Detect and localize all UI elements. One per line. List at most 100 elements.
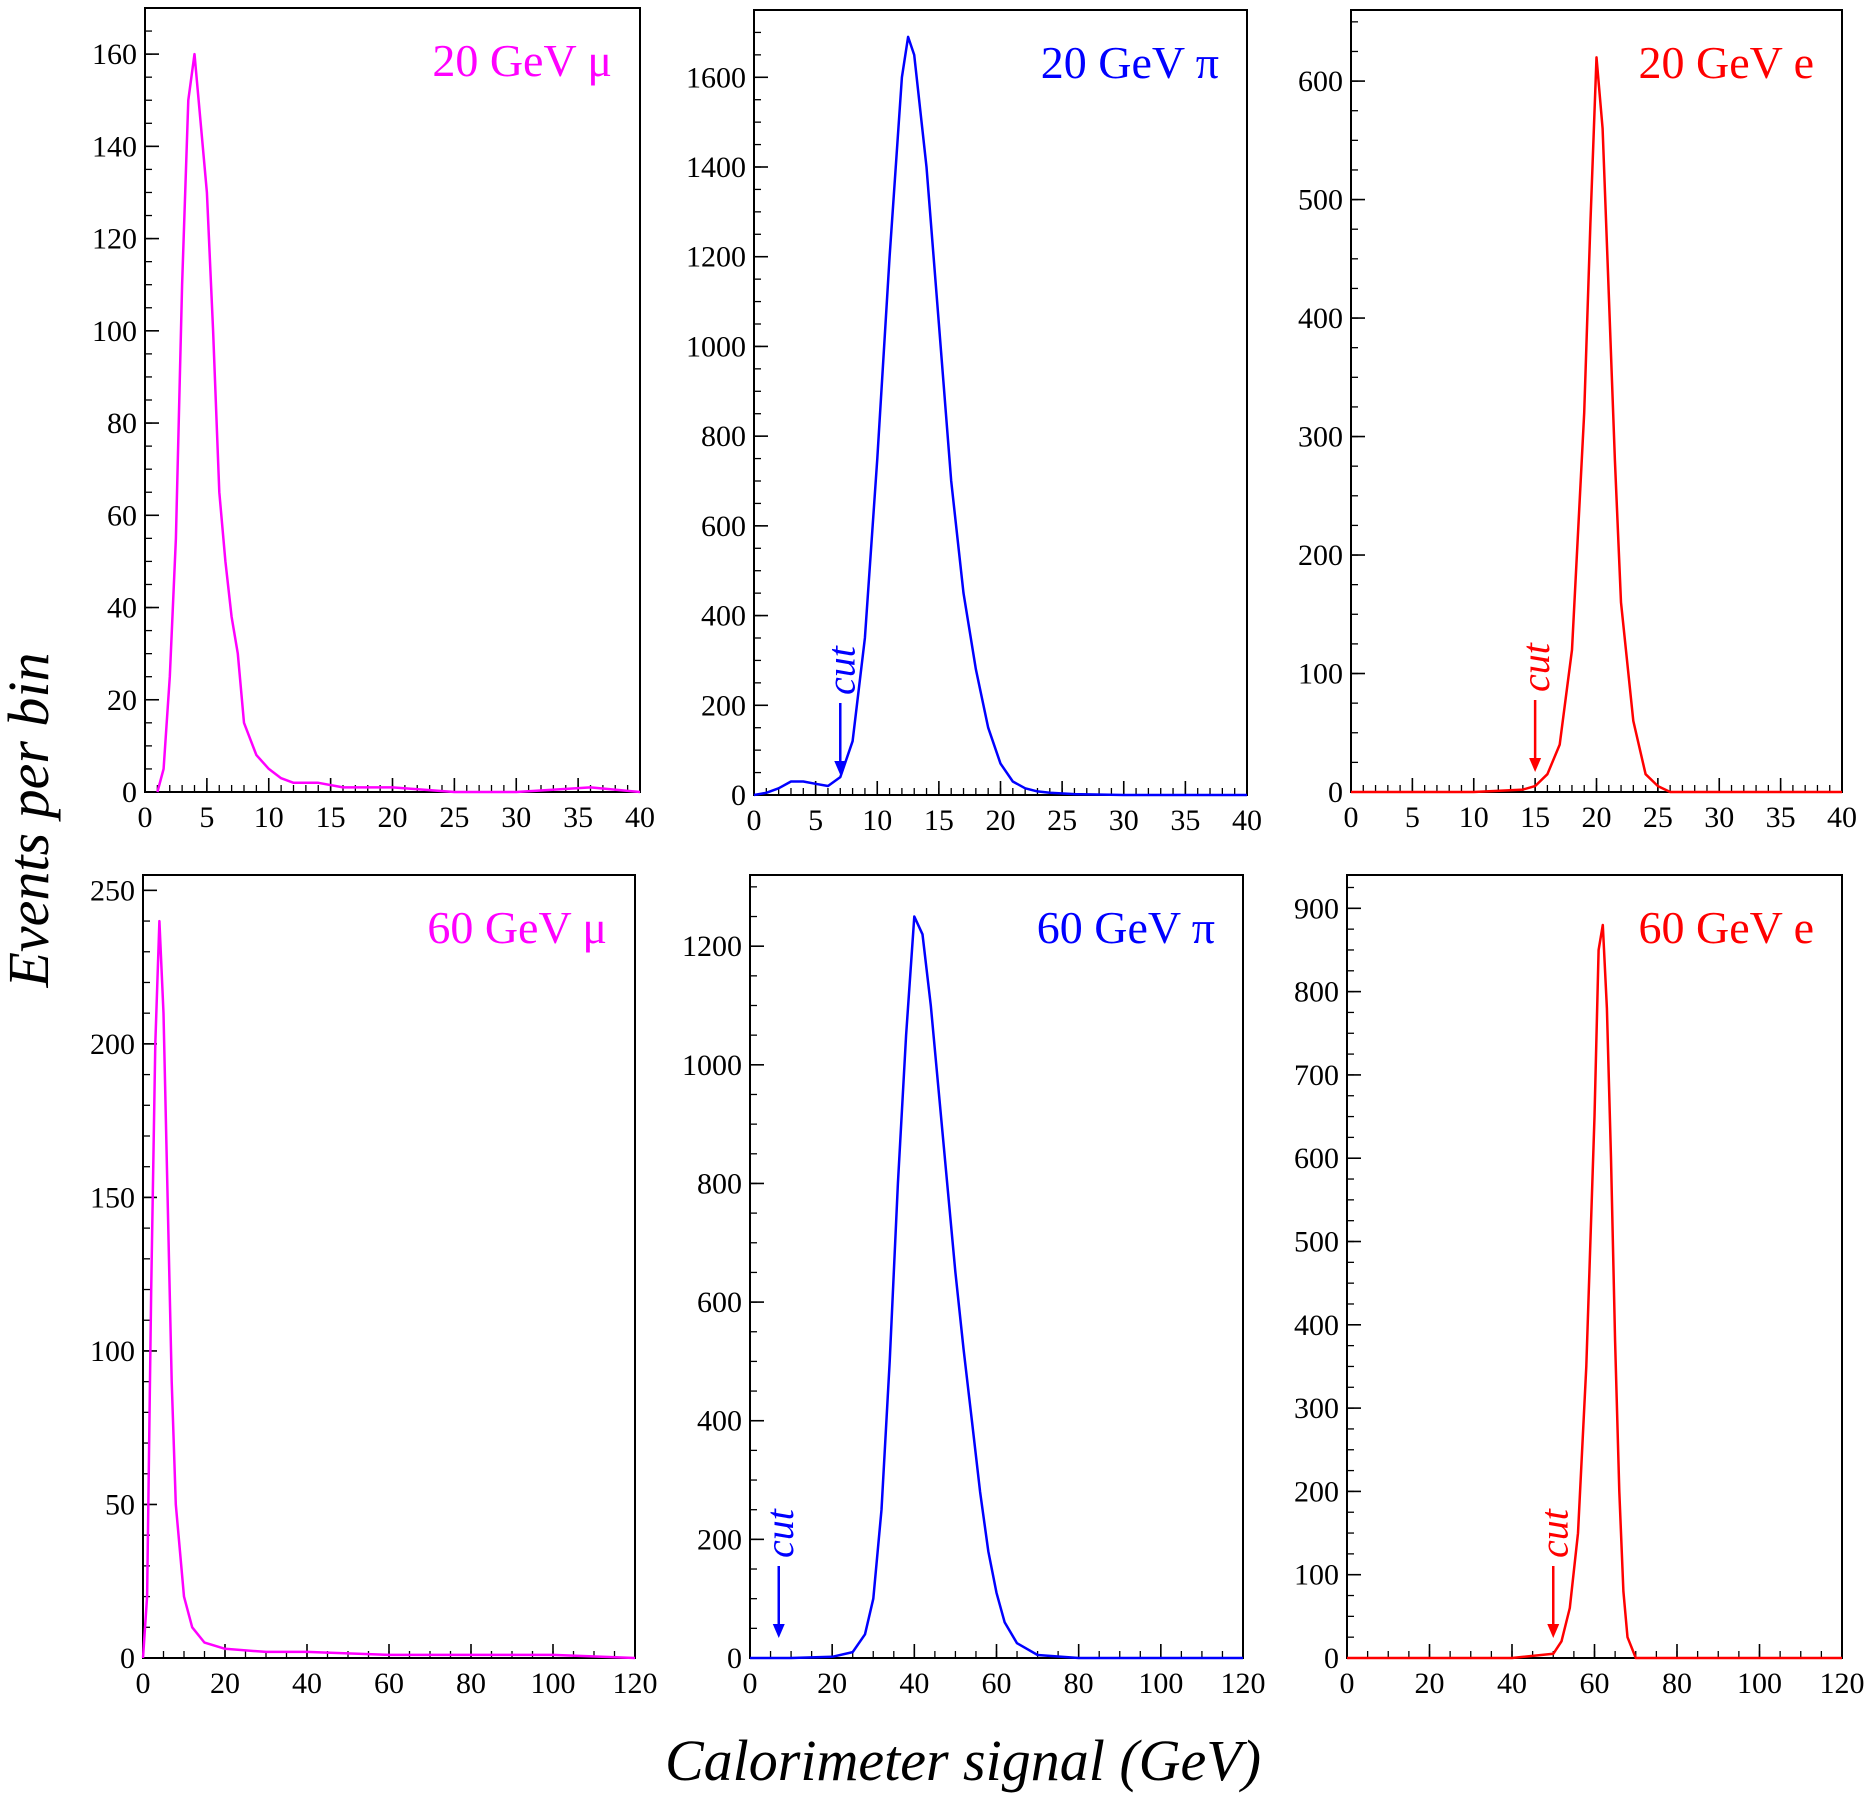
series-line — [141, 919, 636, 1660]
x-tick-label: 0 — [136, 1667, 151, 1700]
x-tick-label: 100 — [531, 1667, 576, 1700]
plot-frame — [749, 874, 1244, 1659]
x-tick-label: 20 — [817, 1667, 847, 1700]
plot-frame — [142, 874, 636, 1659]
x-tick-label: 40 — [1497, 1667, 1527, 1700]
x-tick-label: 20 — [986, 804, 1016, 837]
x-tick-label: 0 — [1340, 1667, 1355, 1700]
cut-arrowhead — [1547, 1624, 1560, 1638]
y-tick-label: 400 — [1294, 1309, 1339, 1342]
x-tick-label: 20 — [1582, 801, 1612, 834]
y-tick-label: 500 — [1298, 184, 1343, 217]
y-tick-label: 500 — [1294, 1226, 1339, 1259]
x-tick-label: 25 — [439, 801, 469, 834]
y-tick-label: 0 — [122, 776, 137, 809]
y-tick-label: 200 — [1298, 539, 1343, 572]
x-tick-label: 40 — [625, 801, 655, 834]
y-tick-label: 400 — [1298, 302, 1343, 335]
x-tick-label: 10 — [1459, 801, 1489, 834]
y-tick-label: 100 — [92, 315, 137, 348]
y-tick-label: 300 — [1294, 1392, 1339, 1425]
x-tick-label: 10 — [254, 801, 284, 834]
y-tick-label: 140 — [92, 130, 137, 163]
y-tick-label: 250 — [90, 874, 135, 907]
x-tick-label: 25 — [1047, 804, 1077, 837]
series-line — [750, 915, 1243, 1660]
panel-1: 0 5 10 15 20 25 30 35 40 0 20 40 60 80 100 120 140 160 20 … — [92, 7, 655, 834]
x-tick-label: 10 — [862, 804, 892, 837]
cut-label: cut — [757, 1508, 802, 1558]
x-tick-label: 80 — [1064, 1667, 1094, 1700]
x-tick-label: 0 — [743, 1667, 758, 1700]
x-tick-label: 15 — [316, 801, 346, 834]
y-tick-label: 150 — [90, 1181, 135, 1214]
cut-label: cut — [818, 645, 863, 695]
series-line — [156, 52, 641, 794]
x-tick-label: 80 — [456, 1667, 486, 1700]
x-tick-label: 0 — [747, 804, 762, 837]
x-tick-label: 120 — [1820, 1667, 1865, 1700]
x-tick-label: 5 — [1405, 801, 1420, 834]
x-tick-label: 5 — [808, 804, 823, 837]
y-tick-label: 0 — [120, 1642, 135, 1675]
y-tick-label: 900 — [1294, 892, 1339, 925]
y-tick-label: 0 — [731, 779, 746, 812]
x-tick-label: 100 — [1737, 1667, 1782, 1700]
y-tick-label: 100 — [1298, 658, 1343, 691]
x-tick-label: 40 — [1827, 801, 1857, 834]
y-tick-label: 200 — [1294, 1475, 1339, 1508]
plot-frame — [144, 7, 641, 793]
x-tick-label: 5 — [199, 801, 214, 834]
y-tick-label: 0 — [1324, 1642, 1339, 1675]
y-tick-label: 1600 — [686, 61, 746, 94]
x-tick-label: 15 — [924, 804, 954, 837]
y-tick-label: 600 — [701, 510, 746, 543]
x-tick-label: 30 — [1109, 804, 1139, 837]
y-tick-label: 600 — [1298, 65, 1343, 98]
x-tick-label: 25 — [1643, 801, 1673, 834]
panel-label: 60 GeV μ — [427, 902, 607, 953]
y-tick-label: 200 — [697, 1523, 742, 1556]
y-axis-title: Events per bin — [0, 652, 61, 988]
x-tick-label: 0 — [1344, 801, 1359, 834]
y-tick-label: 60 — [107, 499, 137, 532]
x-tick-label: 30 — [1704, 801, 1734, 834]
y-tick-label: 800 — [701, 420, 746, 453]
y-tick-label: 200 — [90, 1028, 135, 1061]
panel-label: 60 GeV π — [1037, 902, 1215, 953]
x-tick-label: 80 — [1662, 1667, 1692, 1700]
series-line — [753, 35, 1247, 797]
x-tick-label: 35 — [1170, 804, 1200, 837]
y-tick-label: 120 — [92, 223, 137, 256]
x-tick-label: 40 — [292, 1667, 322, 1700]
y-tick-label: 400 — [701, 600, 746, 633]
x-tick-label: 30 — [501, 801, 531, 834]
panel-label: 20 GeV μ — [432, 35, 612, 86]
x-tick-label: 40 — [899, 1667, 929, 1700]
y-tick-label: 80 — [107, 407, 137, 440]
x-tick-label: 20 — [210, 1667, 240, 1700]
y-tick-label: 40 — [107, 592, 137, 625]
y-tick-label: 20 — [107, 684, 137, 717]
y-tick-label: 160 — [92, 38, 137, 71]
x-tick-label: 60 — [1580, 1667, 1610, 1700]
x-axis-title: Calorimeter signal (GeV) — [665, 1728, 1261, 1793]
panel-4: 0 20 40 60 80 100 120 0 50 100 150 200 250 60 GeV μ — [90, 874, 658, 1700]
cut-arrowhead — [772, 1624, 785, 1638]
panel-6: 0 20 40 60 80 100 120 0 100 200 300 400 500 600 700 800… — [1294, 874, 1865, 1700]
cut-arrowhead — [834, 761, 847, 775]
y-tick-label: 100 — [90, 1335, 135, 1368]
x-tick-label: 35 — [563, 801, 593, 834]
x-tick-label: 120 — [1221, 1667, 1266, 1700]
x-tick-label: 35 — [1766, 801, 1796, 834]
y-tick-label: 200 — [701, 689, 746, 722]
cut-arrowhead — [1529, 758, 1542, 772]
x-tick-label: 60 — [982, 1667, 1012, 1700]
plot-frame — [1346, 874, 1843, 1659]
panel-2: 0 5 10 15 20 25 30 35 40020040060080010001200140… — [686, 9, 1262, 837]
y-tick-label: 1000 — [682, 1049, 742, 1082]
